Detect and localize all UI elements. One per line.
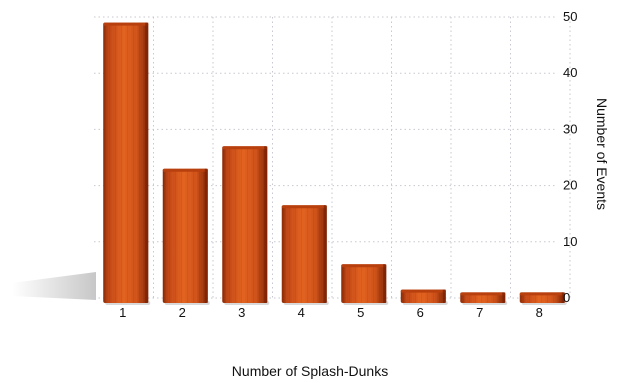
x-tick-label: 6 — [417, 305, 424, 320]
x-tick-label: 1 — [119, 305, 126, 320]
bar-grain — [162, 168, 208, 303]
bar-side — [145, 22, 149, 304]
y-axis-label: Number of Events — [594, 98, 610, 210]
bar — [341, 264, 389, 305]
y-tick-label: 0 — [563, 290, 570, 305]
bar — [281, 205, 329, 305]
bar-side — [383, 264, 387, 303]
bar-side — [264, 146, 268, 303]
x-tick-label: 8 — [536, 305, 543, 320]
y-tick-label: 30 — [563, 121, 577, 136]
bar-side — [323, 205, 327, 303]
bar-top-bevel — [103, 22, 149, 26]
bar-shadow — [12, 272, 96, 300]
bar — [103, 22, 151, 305]
bar — [162, 168, 210, 305]
y-tick-label: 20 — [563, 178, 577, 193]
bar-top-bevel — [281, 205, 327, 209]
x-tick-label: 2 — [179, 305, 186, 320]
bar-grain — [341, 264, 387, 303]
floor-shadow — [12, 272, 96, 300]
y-tick-label: 40 — [563, 65, 577, 80]
x-tick-label: 4 — [298, 305, 305, 320]
y-tick-labels: 0 10 20 30 40 50 — [563, 9, 577, 305]
bar-grain — [400, 289, 446, 303]
bar-top-bevel — [519, 292, 565, 296]
x-tick-label: 3 — [238, 305, 245, 320]
bar-top-bevel — [400, 289, 446, 293]
bar-top-bevel — [460, 292, 506, 296]
bar — [400, 289, 448, 305]
x-tick-labels: 1 2 3 4 5 6 7 8 — [119, 305, 543, 320]
y-tick-label: 10 — [563, 234, 577, 249]
bar — [222, 146, 270, 305]
bars — [103, 22, 567, 305]
bar-side — [502, 292, 506, 303]
bar-grain — [281, 205, 327, 303]
bar-top-bevel — [222, 146, 268, 150]
y-tick-label: 50 — [563, 9, 577, 24]
bar-side — [204, 168, 208, 303]
bar-top-bevel — [341, 264, 387, 268]
bar-grain — [222, 146, 268, 303]
x-axis-label: Number of Splash-Dunks — [232, 363, 388, 379]
x-tick-label: 7 — [476, 305, 483, 320]
bar — [460, 292, 508, 305]
bar-side — [561, 292, 565, 303]
bar-top-bevel — [162, 168, 208, 172]
x-tick-label: 5 — [357, 305, 364, 320]
bar-grain — [103, 22, 149, 304]
bar — [519, 292, 567, 305]
bar-side — [442, 289, 446, 303]
